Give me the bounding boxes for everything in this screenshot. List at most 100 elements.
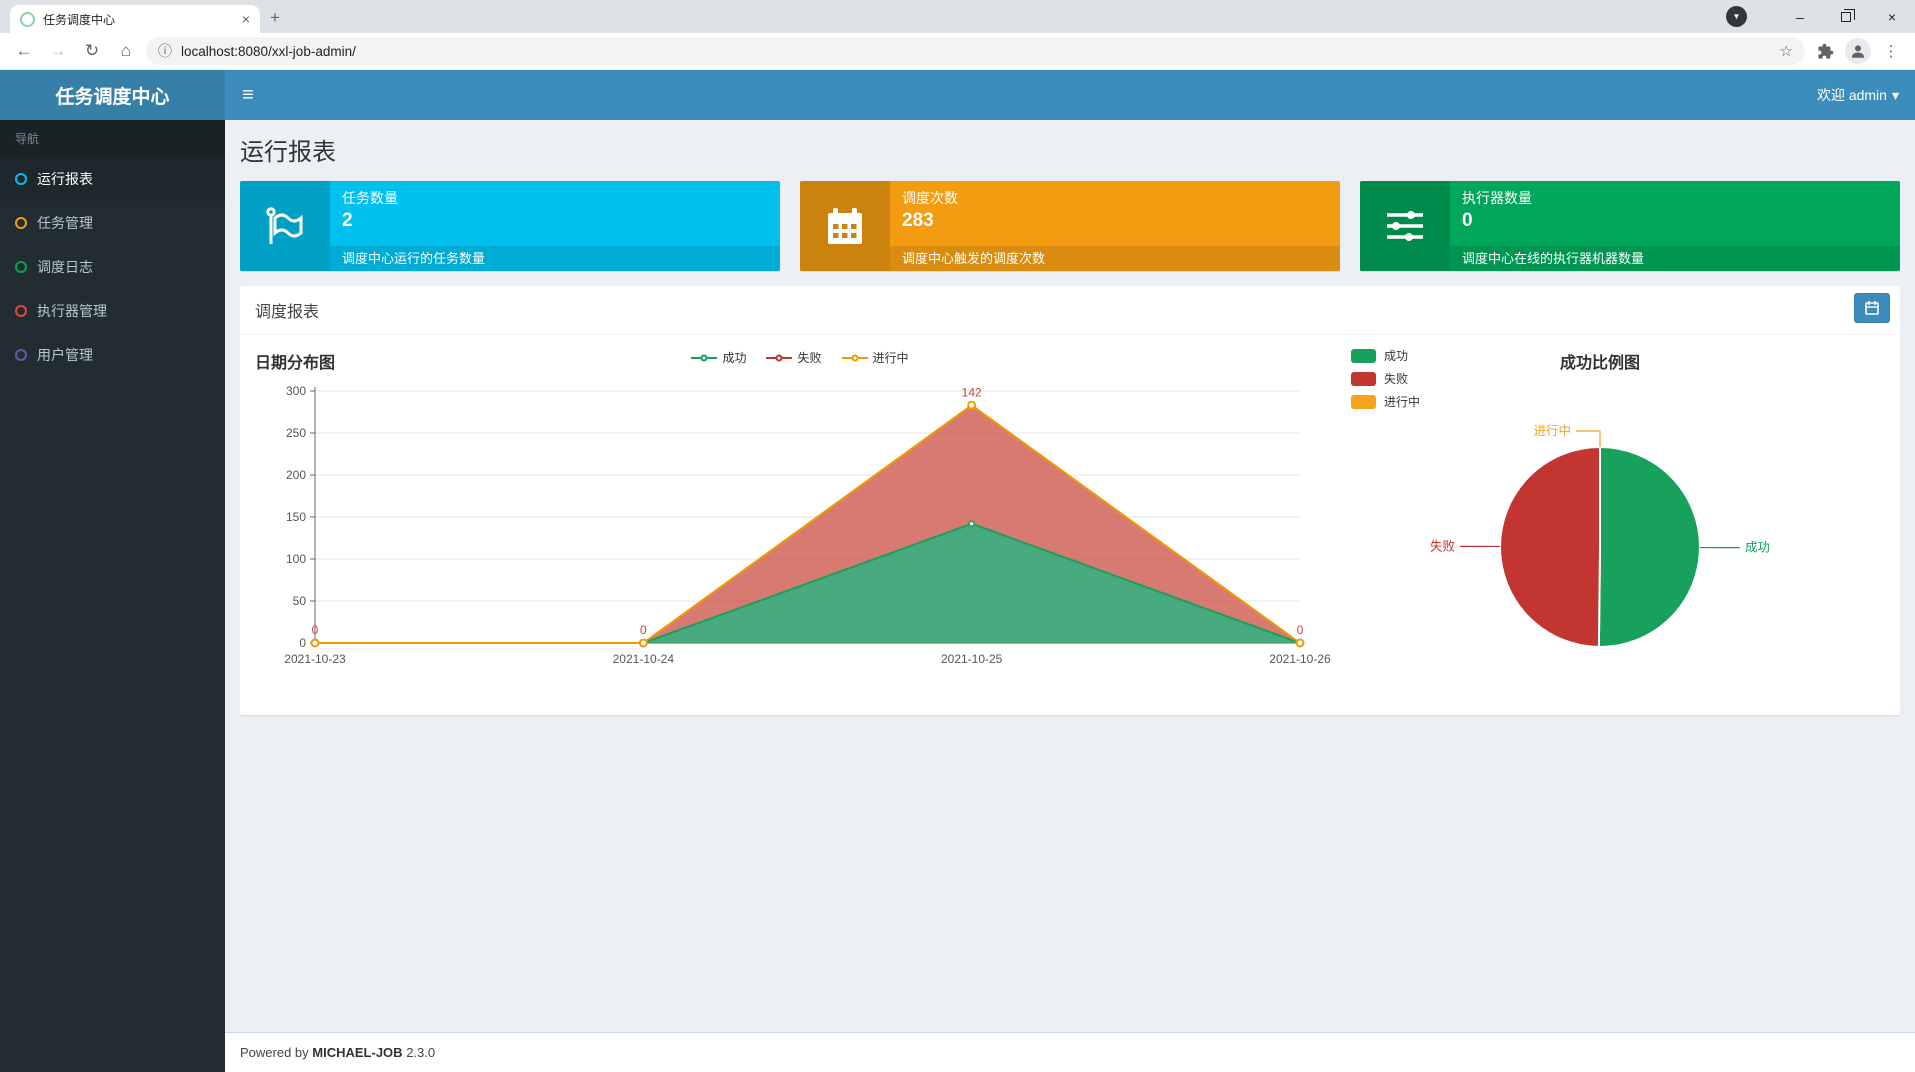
back-icon[interactable]: ← [10,37,38,65]
sidebar-item-label: 用户管理 [37,345,93,365]
stat-value: 0 [1462,210,1888,232]
legend-marker-icon [842,352,868,363]
circle-icon [15,173,27,185]
legend-item[interactable]: 成功 [1351,347,1420,364]
report-panel: 调度报表 日期分布图 成功失败进行中 [240,286,1900,715]
page-info-icon[interactable]: ⓘ [158,41,172,61]
profile-avatar[interactable] [1845,38,1871,64]
legend-label: 进行中 [873,349,909,366]
download-indicator-icon[interactable]: ▼ [1726,6,1747,27]
footer-prefix: Powered by [240,1045,309,1060]
content-spacer [225,715,1915,1032]
svg-text:200: 200 [286,468,306,482]
sidebar-item-0[interactable]: 运行报表 [0,157,225,201]
stat-label: 调度次数 [902,188,1328,208]
legend-circle [851,354,858,361]
sidebar-toggle-icon[interactable]: ≡ [225,70,271,120]
window-minimize-button[interactable]: – [1777,0,1823,33]
stat-cards: 任务数量 2 调度中心运行的任务数量 [225,181,1915,271]
stat-desc: 调度中心在线的执行器机器数量 [1450,246,1900,271]
line-chart-area: 日期分布图 成功失败进行中 0501001502002503002021-10-… [255,347,1345,697]
extensions-icon[interactable] [1811,37,1839,65]
browser-tab[interactable]: 任务调度中心 × [10,5,260,33]
svg-text:进行中: 进行中 [1533,423,1571,438]
svg-text:0: 0 [1297,623,1304,637]
bookmark-star-icon[interactable]: ☆ [1780,42,1793,60]
tab-strip: 任务调度中心 × + ▼ – × [0,0,1915,33]
legend-item[interactable]: 进行中 [842,349,909,366]
url-text: localhost:8080/xxl-job-admin/ [181,44,1771,59]
legend-label: 进行中 [1384,393,1420,410]
window-restore-button[interactable] [1823,0,1869,33]
legend-label: 成功 [1384,347,1408,364]
svg-text:2021-10-24: 2021-10-24 [613,652,675,666]
svg-text:0: 0 [640,623,647,637]
legend-marker-icon [691,352,717,363]
window-close-button[interactable]: × [1869,0,1915,33]
circle-icon [15,349,27,361]
page-footer: Powered by MICHAEL-JOB 2.3.0 [225,1032,1915,1072]
legend-item[interactable]: 失败 [1351,370,1420,387]
user-menu[interactable]: 欢迎 admin ▾ [1801,85,1915,105]
sidebar-item-3[interactable]: 执行器管理 [0,289,225,333]
sidebar-item-label: 执行器管理 [37,301,107,321]
pie-chart: 成功失败进行中 [1345,347,1885,692]
svg-text:150: 150 [286,510,306,524]
footer-brand: MICHAEL-JOB [312,1045,402,1060]
window-controls: ▼ – × [1726,0,1915,33]
sidebar-item-2[interactable]: 调度日志 [0,245,225,289]
navbar: ≡ 欢迎 admin ▾ [225,70,1915,120]
stat-desc: 调度中心触发的调度次数 [890,246,1340,271]
forward-icon[interactable]: → [44,37,72,65]
browser-window: 任务调度中心 × + ▼ – × ← → ↻ ⌂ ⓘ localhost:808… [0,0,1915,1072]
stat-value: 2 [342,210,768,232]
reload-icon[interactable]: ↻ [78,37,106,65]
line-chart: 0501001502002503002021-10-232021-10-2420… [255,375,1330,677]
svg-text:50: 50 [293,594,307,608]
favicon-icon [20,12,35,27]
legend-item[interactable]: 成功 [691,349,746,366]
legend-swatch-icon [1351,349,1376,363]
line-legend: 成功 失败 进行中 [255,349,1345,366]
main-content: 运行报表 任务数量 2 调度中心运行的任务数量 [225,120,1915,1072]
svg-text:0: 0 [312,623,319,637]
sidebar-menu: 运行报表任务管理调度日志执行器管理用户管理 [0,157,225,377]
panel-body: 日期分布图 成功失败进行中 0501001502002503002021-10-… [240,335,1900,715]
tab-close-icon[interactable]: × [242,12,250,26]
browser-menu-icon[interactable]: ⋮ [1877,37,1905,65]
sidebar-item-1[interactable]: 任务管理 [0,201,225,245]
legend-label: 失败 [1384,370,1408,387]
legend-item[interactable]: 失败 [766,349,821,366]
sidebar-item-label: 任务管理 [37,213,93,233]
restore-icon [1841,12,1851,22]
sidebar-item-4[interactable]: 用户管理 [0,333,225,377]
new-tab-button[interactable]: + [270,8,280,28]
svg-text:2021-10-25: 2021-10-25 [941,652,1003,666]
sliders-icon [1360,181,1450,271]
app-logo[interactable]: 任务调度中心 [0,70,225,120]
app-header: 任务调度中心 ≡ 欢迎 admin ▾ [0,70,1915,120]
panel-title: 调度报表 [255,304,319,321]
url-input[interactable]: ⓘ localhost:8080/xxl-job-admin/ ☆ [146,37,1805,65]
svg-text:成功: 成功 [1745,541,1770,555]
legend-label: 成功 [722,349,746,366]
svg-text:142: 142 [962,385,982,399]
circle-icon [15,261,27,273]
home-icon[interactable]: ⌂ [112,37,140,65]
svg-text:2021-10-23: 2021-10-23 [284,652,346,666]
stat-label: 任务数量 [342,188,768,208]
date-range-button[interactable] [1854,293,1890,323]
flag-icon [240,181,330,271]
legend-circle [776,354,783,361]
calendar-icon [800,181,890,271]
stat-card-jobs: 任务数量 2 调度中心运行的任务数量 [240,181,780,271]
pie-chart-title: 成功比例图 [1560,349,1640,373]
circle-icon [15,305,27,317]
chevron-down-icon: ▾ [1892,87,1899,104]
stat-desc: 调度中心运行的任务数量 [330,246,780,271]
stat-card-triggers: 调度次数 283 调度中心触发的调度次数 [800,181,1340,271]
stat-card-executors: 执行器数量 0 调度中心在线的执行器机器数量 [1360,181,1900,271]
svg-text:300: 300 [286,384,306,398]
tab-title: 任务调度中心 [43,11,234,28]
legend-item[interactable]: 进行中 [1351,393,1420,410]
